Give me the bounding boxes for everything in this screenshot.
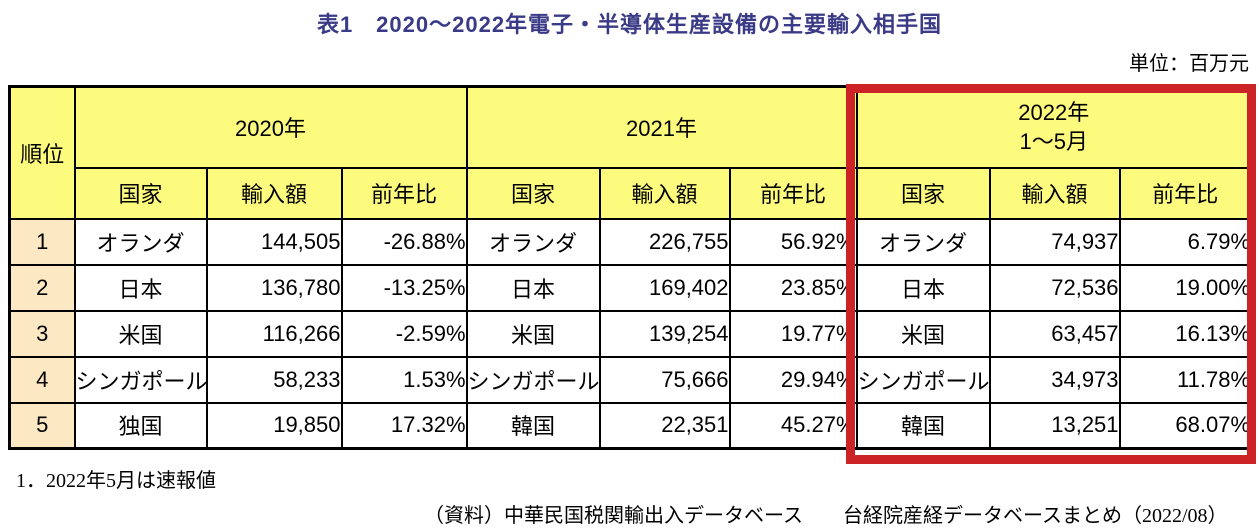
table-row: 3 米国 116,266 -2.59% 米国 139,254 19.77% 米国… — [8, 309, 1253, 358]
table-row: 4 シンガポール 58,233 1.53% シンガポール 75,666 29.9… — [8, 355, 1253, 404]
table-row: 5 独国 19,850 17.32% 韓国 22,351 45.27% 韓国 1… — [8, 401, 1253, 450]
col-header-country-2020: 国家 — [73, 166, 208, 220]
yoy-cell: 19.77% — [728, 309, 858, 358]
yoy-cell: 23.85% — [728, 263, 858, 312]
imports-cell: 75,666 — [598, 355, 731, 404]
year-2021-header: 2021年 — [465, 85, 858, 169]
country-cell: 米国 — [855, 309, 991, 358]
country-cell: 日本 — [73, 263, 208, 312]
imports-cell: 19,850 — [205, 401, 343, 450]
yoy-cell: -26.88% — [340, 217, 468, 266]
rank-cell: 4 — [8, 355, 76, 404]
table-row: 2 日本 136,780 -13.25% 日本 169,402 23.85% 日… — [8, 263, 1253, 312]
rank-cell: 3 — [8, 309, 76, 358]
footnote: 1．2022年5月は速報値 — [16, 470, 216, 492]
col-header-country-2021: 国家 — [465, 166, 601, 220]
unit-note: 単位：百万元 — [1129, 53, 1249, 75]
yoy-cell: 11.78% — [1118, 355, 1253, 404]
country-cell: シンガポール — [465, 355, 601, 404]
year-2022-line2: 1〜5月 — [1019, 129, 1089, 155]
col-header-yoy-2021: 前年比 — [728, 166, 858, 220]
imports-cell: 63,457 — [988, 309, 1121, 358]
country-cell: オランダ — [465, 217, 601, 266]
imports-cell: 116,266 — [205, 309, 343, 358]
imports-cell: 22,351 — [598, 401, 731, 450]
imports-cell: 34,973 — [988, 355, 1121, 404]
col-header-yoy-2022: 前年比 — [1118, 166, 1253, 220]
table-row: 1 オランダ 144,505 -26.88% オランダ 226,755 56.9… — [8, 217, 1253, 266]
country-cell: 韓国 — [855, 401, 991, 450]
country-cell: 独国 — [73, 401, 208, 450]
year-2020-header: 2020年 — [73, 85, 468, 169]
yoy-cell: 17.32% — [340, 401, 468, 450]
col-header-imports-2022: 輸入額 — [988, 166, 1121, 220]
country-cell: 日本 — [855, 263, 991, 312]
country-cell: 韓国 — [465, 401, 601, 450]
rank-cell: 5 — [8, 401, 76, 450]
rank-cell: 2 — [8, 263, 76, 312]
imports-cell: 74,937 — [988, 217, 1121, 266]
imports-cell: 58,233 — [205, 355, 343, 404]
rank-column-header: 順位 — [8, 85, 76, 220]
source-note: （資料）中華民国税関輸出入データベース 台経院産経データベースまとめ（2022/… — [424, 505, 1228, 527]
col-header-imports-2020: 輸入額 — [205, 166, 343, 220]
imports-cell: 13,251 — [988, 401, 1121, 450]
yoy-cell: -13.25% — [340, 263, 468, 312]
yoy-cell: 6.79% — [1118, 217, 1253, 266]
yoy-cell: 29.94% — [728, 355, 858, 404]
yoy-cell: 68.07% — [1118, 401, 1253, 450]
year-2022-header: 2022年 1〜5月 — [855, 85, 1253, 169]
rank-cell: 1 — [8, 217, 76, 266]
country-cell: シンガポール — [73, 355, 208, 404]
sub-header-row: 国家 輸入額 前年比 国家 輸入額 前年比 国家 輸入額 前年比 — [10, 166, 1253, 220]
imports-cell: 169,402 — [598, 263, 731, 312]
yoy-cell: -2.59% — [340, 309, 468, 358]
yoy-cell: 16.13% — [1118, 309, 1253, 358]
country-cell: シンガポール — [855, 355, 991, 404]
country-cell: オランダ — [855, 217, 991, 266]
imports-cell: 136,780 — [205, 263, 343, 312]
yoy-cell: 56.92% — [728, 217, 858, 266]
imports-cell: 144,505 — [205, 217, 343, 266]
year-2022-line1: 2022年 — [1018, 99, 1090, 125]
year-header-row: 順位 2020年 2021年 2022年 1〜5月 — [8, 85, 1253, 220]
col-header-country-2022: 国家 — [855, 166, 991, 220]
country-cell: 米国 — [465, 309, 601, 358]
imports-cell: 139,254 — [598, 309, 731, 358]
country-cell: オランダ — [73, 217, 208, 266]
imports-cell: 226,755 — [598, 217, 731, 266]
yoy-cell: 19.00% — [1118, 263, 1253, 312]
import-partners-table: 順位 2020年 2021年 2022年 1〜5月 国家 輸入額 前年比 国家 … — [8, 85, 1254, 450]
country-cell: 日本 — [465, 263, 601, 312]
col-header-imports-2021: 輸入額 — [598, 166, 731, 220]
country-cell: 米国 — [73, 309, 208, 358]
table-title: 表1 2020〜2022年電子・半導体生産設備の主要輸入相手国 — [316, 12, 943, 37]
yoy-cell: 45.27% — [728, 401, 858, 450]
col-header-yoy-2020: 前年比 — [340, 166, 468, 220]
imports-cell: 72,536 — [988, 263, 1121, 312]
yoy-cell: 1.53% — [340, 355, 468, 404]
